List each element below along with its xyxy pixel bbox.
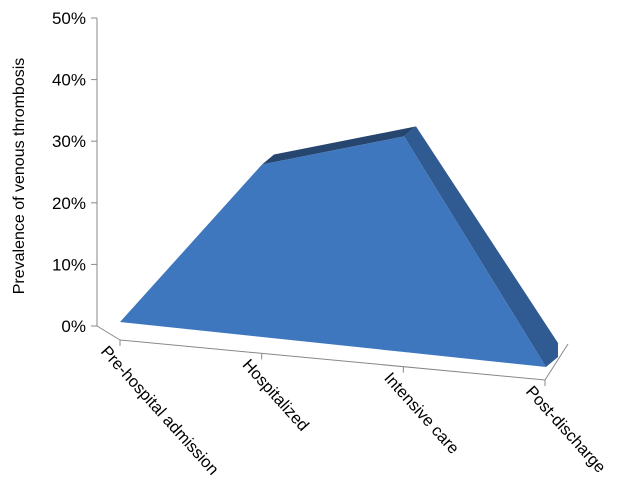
x-tick-label: Hospitalized	[239, 356, 313, 435]
area-side-face	[404, 126, 558, 368]
y-tick-label: 50%	[52, 9, 86, 28]
y-tick-label: 30%	[52, 132, 86, 151]
y-ticks: 0% 10% 20% 30% 40% 50%	[52, 9, 97, 336]
y-axis-label: Prevalence of venous thrombosis	[11, 58, 28, 295]
x-axis-line	[119, 339, 546, 381]
x-tick-label: Intensive care	[380, 369, 462, 457]
y-tick-label: 10%	[52, 255, 86, 274]
series-area	[120, 126, 558, 368]
area-front-face	[120, 136, 546, 367]
area-top-face	[262, 126, 416, 165]
y-tick-label: 0%	[61, 317, 86, 336]
y-tick-label: 40%	[52, 71, 86, 90]
y-tick-label: 20%	[52, 194, 86, 213]
x-tick-label: Pre-hospital admission	[97, 343, 222, 479]
floor-right-edge	[544, 343, 569, 381]
x-tick-label: Post-discharge	[522, 383, 609, 477]
floor-front-edge	[96, 325, 121, 341]
